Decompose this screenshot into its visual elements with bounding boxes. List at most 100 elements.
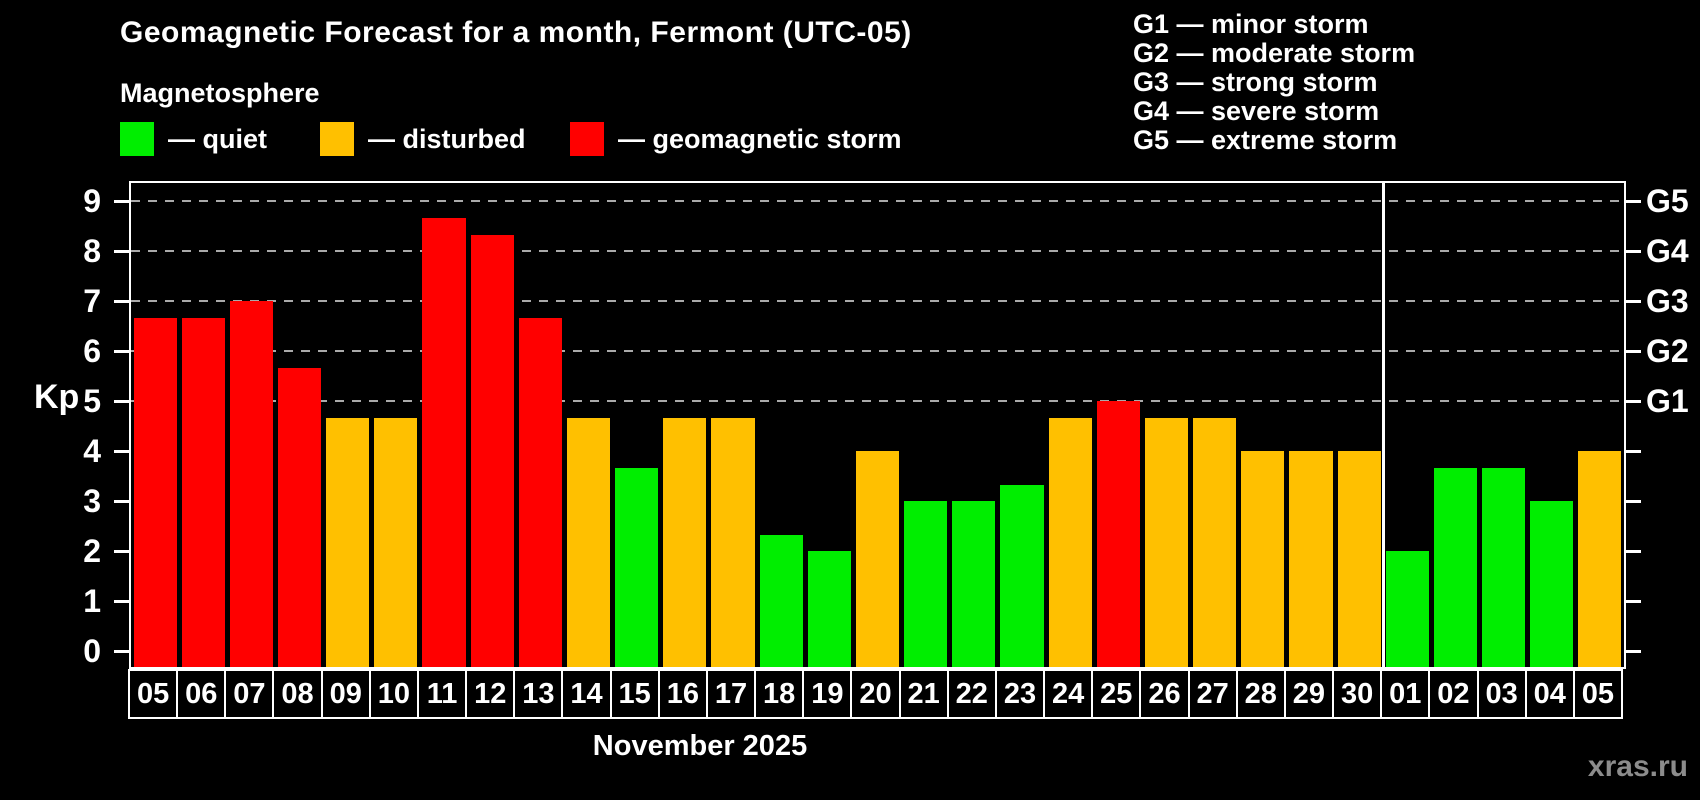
y-axis-tick xyxy=(114,449,129,453)
y-axis-tick xyxy=(114,649,129,653)
legend-item-storm: — geomagnetic storm xyxy=(570,122,902,156)
y-axis-tick xyxy=(114,399,129,403)
right-axis-tick xyxy=(1626,399,1641,403)
disturbed-swatch-icon xyxy=(320,122,354,156)
quiet-swatch-icon xyxy=(120,122,154,156)
date-cell: 23 xyxy=(994,669,1046,719)
watermark: xras.ru xyxy=(1587,750,1688,783)
legend-quiet-label: — quiet xyxy=(168,123,267,154)
g-level-label-g5: G5 xyxy=(1646,183,1689,220)
date-cell: 05 xyxy=(128,669,179,719)
kp-bar xyxy=(1337,451,1381,667)
right-axis-tick xyxy=(1626,449,1641,453)
kp-bar xyxy=(904,501,948,667)
y-tick-label: 2 xyxy=(83,533,101,570)
y-axis-tick xyxy=(114,499,129,503)
g-legend-line-g5: G5 — extreme storm xyxy=(1133,125,1398,155)
kp-bar xyxy=(1000,484,1044,667)
kp-bar xyxy=(1433,467,1477,667)
date-cell: 10 xyxy=(368,669,419,719)
right-axis-tick xyxy=(1626,199,1641,203)
date-cell: 13 xyxy=(513,669,564,719)
right-axis-tick xyxy=(1626,249,1641,253)
date-cell: 28 xyxy=(1235,669,1286,719)
date-cell: 05 xyxy=(1572,669,1623,719)
kp-bar xyxy=(1578,451,1622,667)
date-cell: 02 xyxy=(1428,669,1479,719)
kp-bar xyxy=(1530,501,1574,667)
gridline-kp8 xyxy=(131,250,1624,253)
date-cell: 14 xyxy=(561,669,612,719)
date-cell: 30 xyxy=(1332,669,1383,719)
kp-bar xyxy=(952,501,996,667)
kp-bar xyxy=(1144,417,1189,667)
date-cell: 03 xyxy=(1476,669,1527,719)
kp-bar xyxy=(1048,417,1092,667)
kp-bar xyxy=(422,217,466,667)
gridline-kp5 xyxy=(131,400,1624,403)
y-tick-label: 4 xyxy=(83,433,101,470)
storm-swatch-icon xyxy=(570,122,604,156)
g-legend-line-g4: G4 — severe storm xyxy=(1133,96,1380,126)
date-cell: 18 xyxy=(754,669,805,719)
kp-bar xyxy=(229,301,273,667)
gridline-kp7 xyxy=(131,300,1624,303)
y-tick-label: 1 xyxy=(83,583,101,620)
g-level-label-g3: G3 xyxy=(1646,283,1689,320)
date-cell: 25 xyxy=(1091,669,1142,719)
kp-bar xyxy=(181,317,225,667)
kp-bar xyxy=(374,417,418,667)
y-axis-tick xyxy=(114,549,129,553)
g-legend-line-g2: G2 — moderate storm xyxy=(1133,38,1416,68)
date-cell: 21 xyxy=(898,669,949,719)
right-axis-tick xyxy=(1626,499,1641,503)
date-cell: 24 xyxy=(1043,669,1094,719)
date-cell: 19 xyxy=(802,669,853,719)
y-tick-label: 8 xyxy=(83,233,101,270)
kp-bar xyxy=(1385,551,1429,667)
y-axis-tick xyxy=(114,599,129,603)
legend-disturbed-label: — disturbed xyxy=(368,123,526,154)
kp-bar xyxy=(566,417,611,667)
chart-subtitle: Magnetosphere xyxy=(120,78,320,108)
right-axis-tick xyxy=(1626,299,1641,303)
legend-item-quiet: — quiet xyxy=(120,122,267,156)
g-level-label-g4: G4 xyxy=(1646,233,1689,270)
y-axis-tick xyxy=(114,349,129,353)
date-cell: 08 xyxy=(272,669,323,719)
kp-bar xyxy=(1289,451,1333,667)
date-cell: 11 xyxy=(416,669,468,719)
kp-bar xyxy=(133,317,177,667)
kp-bar xyxy=(855,451,900,667)
right-axis-tick xyxy=(1626,649,1641,653)
y-tick-label: 6 xyxy=(83,333,101,370)
kp-bar xyxy=(326,417,370,667)
y-axis-title: Kp xyxy=(34,378,80,416)
date-cell: 04 xyxy=(1524,669,1575,719)
date-cell: 07 xyxy=(224,669,275,719)
right-axis-tick xyxy=(1626,349,1641,353)
gridline-kp9 xyxy=(131,200,1624,203)
date-cell: 16 xyxy=(657,669,708,719)
kp-bar xyxy=(807,551,851,667)
g-legend-line-g3: G3 — strong storm xyxy=(1133,67,1378,97)
kp-bar xyxy=(711,417,755,667)
kp-bar xyxy=(615,467,659,667)
chart-title: Geomagnetic Forecast for a month, Fermon… xyxy=(120,16,912,49)
y-tick-label: 5 xyxy=(83,383,101,420)
legend-item-disturbed: — disturbed xyxy=(320,122,526,156)
y-tick-label: 3 xyxy=(83,483,101,520)
date-cell: 01 xyxy=(1380,669,1431,719)
month-separator-line xyxy=(1381,183,1385,667)
date-cell: 12 xyxy=(465,669,516,719)
date-cell: 20 xyxy=(850,669,901,719)
date-cell: 15 xyxy=(609,669,660,719)
kp-bar xyxy=(1193,417,1237,667)
date-cell: 29 xyxy=(1283,669,1335,719)
y-tick-label: 0 xyxy=(83,633,101,670)
plot-area xyxy=(114,181,1641,669)
kp-bar xyxy=(277,367,322,667)
kp-bar xyxy=(1096,401,1140,667)
right-axis-tick xyxy=(1626,599,1641,603)
legend-storm-label: — geomagnetic storm xyxy=(618,123,902,154)
